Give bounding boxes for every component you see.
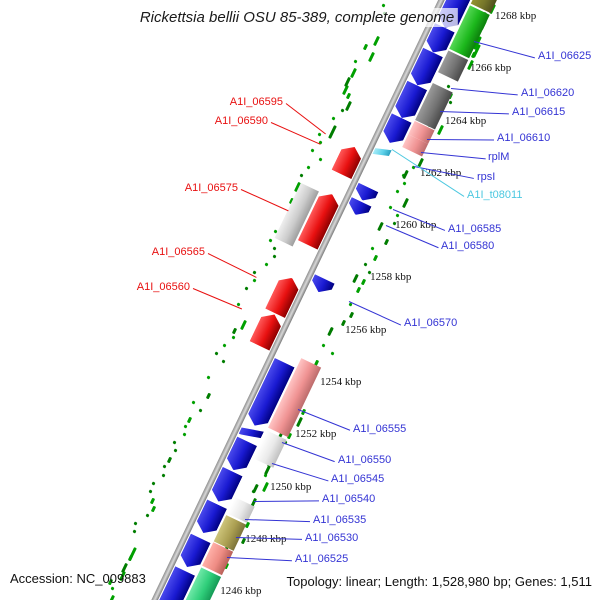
gene-label-A1I_06585[interactable]: A1I_06585 (448, 223, 502, 235)
gene-label-A1I_06535[interactable]: A1I_06535 (313, 514, 367, 526)
topology-text: Topology: linear; Length: 1,528,980 bp; … (286, 574, 593, 589)
gene-label-A1I_06560[interactable]: A1I_06560 (136, 281, 190, 293)
label-leader-line (426, 138, 494, 140)
label-leader-line (440, 110, 510, 114)
gene-label-A1I_06595[interactable]: A1I_06595 (229, 96, 283, 108)
label-leader-line (271, 462, 329, 481)
gene-label-A1I_06555[interactable]: A1I_06555 (353, 423, 407, 435)
gene-label-A1I_06550[interactable]: A1I_06550 (338, 454, 392, 466)
gene-label-rplM[interactable]: rplM (488, 151, 510, 163)
label-leader-line (192, 288, 242, 310)
tick-label: 1256 kbp (345, 323, 387, 336)
label-leader-line (420, 151, 486, 159)
tick-label: 1254 kbp (320, 375, 362, 388)
label-leader-line (285, 103, 326, 135)
gene-label-A1I_06625[interactable]: A1I_06625 (538, 50, 592, 62)
gene-label-A1I_06540[interactable]: A1I_06540 (322, 493, 376, 505)
gene-label-A1I_06575[interactable]: A1I_06575 (184, 182, 238, 194)
tick-label: 1264 kbp (445, 114, 487, 127)
gene-label-A1I_06530[interactable]: A1I_06530 (305, 532, 359, 544)
tick-label: 1252 kbp (295, 428, 337, 441)
label-leader-line (240, 189, 289, 212)
label-leader-line (473, 40, 536, 58)
gene-label-A1I_06525[interactable]: A1I_06525 (295, 553, 349, 565)
label-leader-line (451, 87, 519, 95)
label-leader-line (227, 556, 293, 561)
tick-label: 1246 kbp (220, 585, 262, 598)
label-leader-line (207, 253, 257, 279)
tick-label: 1250 kbp (270, 480, 312, 493)
gene-label-A1I_06620[interactable]: A1I_06620 (521, 87, 575, 99)
gene-label-A1I_06570[interactable]: A1I_06570 (404, 317, 458, 329)
gene-label-A1I_06545[interactable]: A1I_06545 (331, 473, 385, 485)
gene-label-A1I_t08011[interactable]: A1I_t08011 (467, 189, 523, 201)
gene-label-A1I_06590[interactable]: A1I_06590 (214, 115, 268, 127)
gene-label-A1I_06580[interactable]: A1I_06580 (441, 240, 495, 252)
label-leader-line (245, 518, 310, 522)
label-leader-line (253, 499, 319, 502)
tick-label: 1258 kbp (370, 271, 412, 284)
tick-label: 1268 kbp (495, 10, 537, 22)
gene-label-A1I_06610[interactable]: A1I_06610 (497, 132, 551, 144)
gene-label-A1I_06615[interactable]: A1I_06615 (512, 106, 566, 118)
label-leader-line (349, 300, 402, 325)
tick-label: 1266 kbp (470, 62, 512, 75)
gene-label-rpsI[interactable]: rpsI (477, 171, 496, 183)
gene-label-A1I_06565[interactable]: A1I_06565 (151, 246, 205, 258)
label-leader-line (281, 441, 336, 462)
accession-text: Accession: NC_009883 (10, 571, 146, 586)
page-title: Rickettsia bellii OSU 85-389, complete g… (135, 8, 459, 27)
